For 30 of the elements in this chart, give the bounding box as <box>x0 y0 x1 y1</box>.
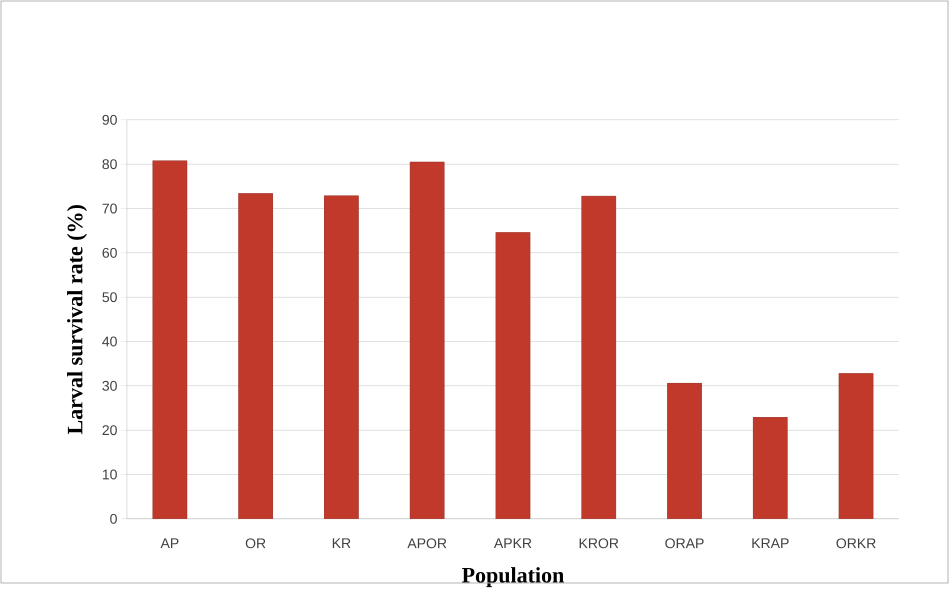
x-tick-label: AP <box>160 538 178 548</box>
x-tick-label: ORKR <box>836 538 876 548</box>
bar <box>238 193 273 519</box>
y-tick-label: 10 <box>102 469 117 480</box>
y-axis-title: Larval survival rate (%) <box>67 204 87 434</box>
x-tick-label: APKR <box>494 538 532 548</box>
bar <box>752 416 788 519</box>
x-axis-title: Population <box>462 566 564 587</box>
y-tick-label: 20 <box>102 424 117 435</box>
bar <box>152 160 188 519</box>
x-tick-label: APOR <box>407 538 446 548</box>
x-tick-label: KRAP <box>752 538 789 548</box>
bar <box>667 382 702 519</box>
y-tick-label: 80 <box>102 158 117 169</box>
bar <box>496 232 530 519</box>
x-tick-label: OR <box>246 538 266 548</box>
y-tick-label: 60 <box>102 248 117 258</box>
y-tick-label: 40 <box>102 336 117 346</box>
y-tick-label: 30 <box>102 380 117 391</box>
bar <box>581 196 616 519</box>
x-tick-label: KR <box>332 538 350 548</box>
x-tick-label: KROR <box>580 538 618 548</box>
x-tick-label: ORAP <box>665 538 704 548</box>
y-tick-label: 70 <box>102 203 117 214</box>
y-tick-label: 0 <box>110 514 117 524</box>
bar <box>410 162 445 519</box>
y-tick-label: 50 <box>102 292 117 302</box>
bar <box>324 195 359 519</box>
bar <box>838 373 874 519</box>
y-tick-label: 90 <box>102 114 117 125</box>
